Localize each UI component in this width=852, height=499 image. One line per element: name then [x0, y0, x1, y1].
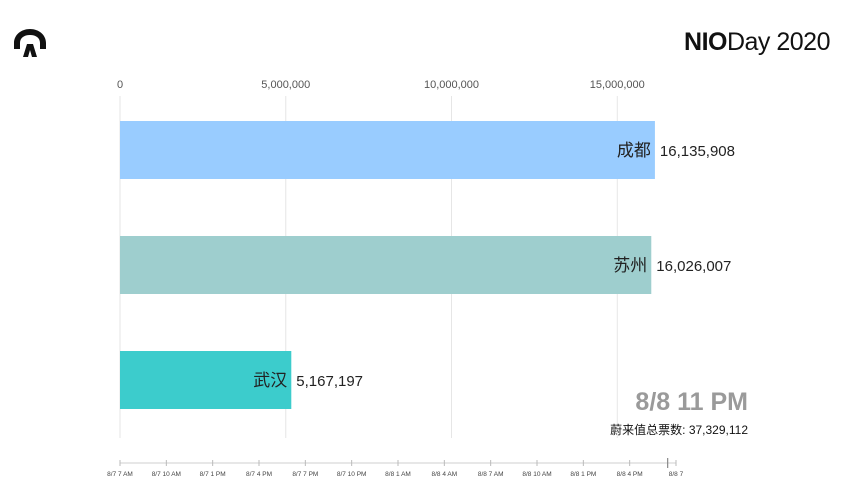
- nio-logo-icon: [14, 29, 46, 57]
- timeline-tick-label: 8/7 1 PM: [200, 471, 226, 478]
- total-votes-caption: 蔚来值总票数:: [610, 423, 686, 437]
- bar-value-label: 16,026,007: [656, 258, 731, 275]
- timeline-tick-label: 8/7 7 PM: [292, 471, 318, 478]
- bar-category-label: 武汉: [253, 371, 287, 391]
- timeline-tick-label: 8/8 4 PM: [617, 471, 643, 478]
- bar-category-label: 成都: [617, 141, 651, 161]
- timeline-tick-label: 8/8 7 AM: [478, 471, 504, 478]
- brand-wordmark: NIODay 2020: [684, 28, 830, 57]
- timeline-tick-label: 8/7 10 PM: [337, 471, 367, 478]
- bar-value-label: 16,135,908: [660, 143, 735, 160]
- timeline-tick-label: 8/8 1 AM: [385, 471, 411, 478]
- x-tick-label: 15,000,000: [590, 79, 645, 91]
- bar: [120, 121, 655, 179]
- timeline-tick-label: 8/8 1 PM: [570, 471, 596, 478]
- timeline-tick-label: 8/7 4 PM: [246, 471, 272, 478]
- timeline-tick-label: 8/8 4 AM: [432, 471, 458, 478]
- timeline-tick-label: 8/7 7 AM: [107, 471, 133, 478]
- brand-bold: NIO: [684, 28, 727, 56]
- timeline-tick-label: 8/8 10 AM: [522, 471, 551, 478]
- total-votes-value: 37,329,112: [688, 423, 748, 437]
- bar: [120, 351, 292, 409]
- x-tick-label: 0: [117, 79, 123, 91]
- timeline-tick-label: 8/7 10 AM: [152, 471, 181, 478]
- x-tick-label: 10,000,000: [424, 79, 479, 91]
- timestamp-label: 8/8 11 PM: [635, 388, 748, 416]
- brand-light: Day 2020: [726, 28, 831, 56]
- bar-category-label: 苏州: [613, 256, 647, 276]
- timeline-tick-label: 8/8 7: [669, 471, 684, 478]
- bar-value-label: 5,167,197: [296, 373, 363, 390]
- x-tick-label: 5,000,000: [261, 79, 310, 91]
- total-votes-label: 蔚来值总票数: 37,329,112: [610, 421, 748, 438]
- bar: [120, 236, 652, 294]
